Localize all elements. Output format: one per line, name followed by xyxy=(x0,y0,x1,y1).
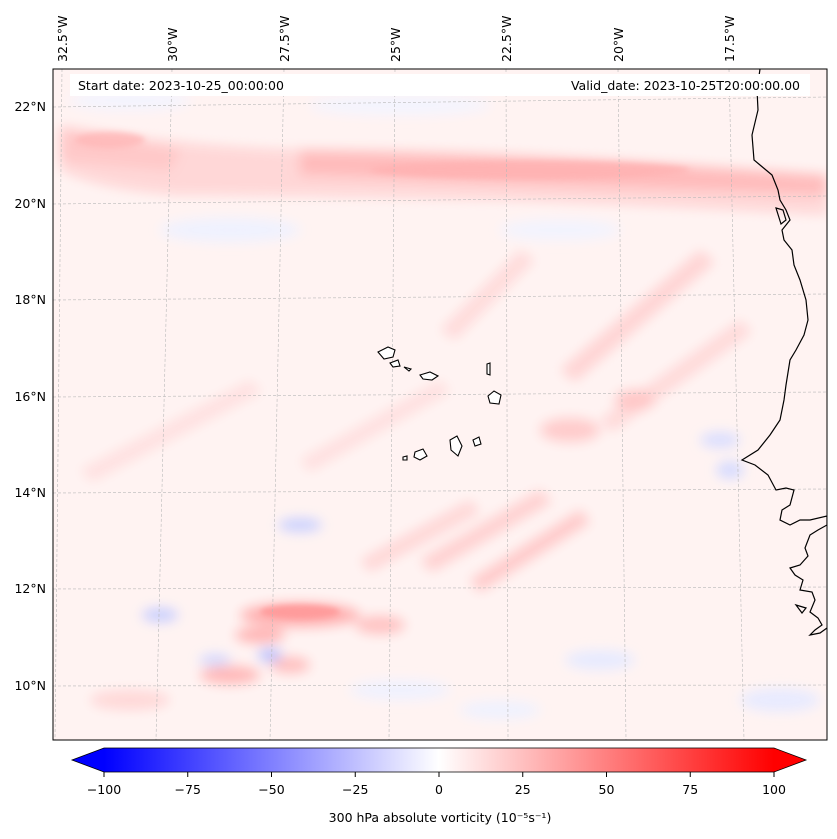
lon-label-25w: 25°W xyxy=(388,27,403,62)
colorbar-high-extend xyxy=(774,748,806,772)
colorbar-gradient xyxy=(104,748,774,772)
lat-label-22n: 22°N xyxy=(14,99,46,114)
graticule xyxy=(53,69,827,740)
colorbar-tick-label: 75 xyxy=(682,782,698,797)
longitude-labels: 32.5°W 30°W 27.5°W 25°W 22.5°W 20°W 17.5… xyxy=(55,16,737,62)
lat-label-12n: 12°N xyxy=(14,581,46,596)
west-africa-coastline xyxy=(740,69,827,636)
vorticity-field xyxy=(53,69,827,740)
lat-label-10n: 10°N xyxy=(14,678,46,693)
lon-label-32-5w: 32.5°W xyxy=(55,16,70,62)
lon-label-20w: 20°W xyxy=(611,27,626,62)
cape-verde-islands xyxy=(377,346,502,461)
colorbar-tick-label: −100 xyxy=(87,782,121,797)
map-frame xyxy=(52,68,828,741)
lat-label-20n: 20°N xyxy=(14,196,46,211)
lon-label-22-5w: 22.5°W xyxy=(499,16,514,62)
lon-label-17-5w: 17.5°W xyxy=(722,16,737,62)
colorbar-tick-label: −75 xyxy=(175,782,201,797)
lon-label-30w: 30°W xyxy=(165,27,180,62)
colorbar-tick-label: −25 xyxy=(342,782,368,797)
date-header-background xyxy=(70,74,810,96)
start-date-label: Start date: 2023-10-25_00:00:00 xyxy=(78,78,284,93)
lon-label-27-5w: 27.5°W xyxy=(277,16,292,62)
colorbar-tick-label: 0 xyxy=(435,782,443,797)
colorbar: −100 −75 −50 −25 0 25 50 75 100 300 hPa absolute… xyxy=(70,747,808,825)
colorbar-tick-label: 25 xyxy=(515,782,531,797)
colorbar-label: 300 hPa absolute vorticity (10⁻⁵s⁻¹) xyxy=(329,810,552,825)
colorbar-low-extend xyxy=(72,748,104,772)
colorbar-tick-label: 100 xyxy=(762,782,786,797)
colorbar-tick-label: −50 xyxy=(258,782,284,797)
lat-label-14n: 14°N xyxy=(14,485,46,500)
lat-label-16n: 16°N xyxy=(14,389,46,404)
lat-label-18n: 18°N xyxy=(14,292,46,307)
latitude-labels: 22°N 20°N 18°N 16°N 14°N 12°N 10°N xyxy=(14,99,46,693)
valid-date-label: Valid_date: 2023-10-25T20:00:00.00 xyxy=(571,78,800,93)
colorbar-tick-label: 50 xyxy=(599,782,615,797)
